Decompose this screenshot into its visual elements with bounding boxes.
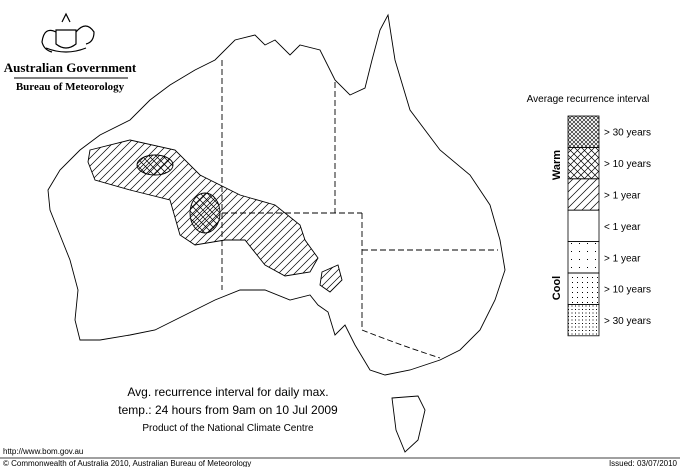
legend: > 30 years > 10 years > 1 year < 1 year > 1 … (567, 115, 651, 337)
caption-line: temp.: 24 hours from 9am on 10 Jul 2009 (118, 403, 338, 417)
legend-cool-label: Cool (551, 276, 563, 300)
state-borders (221, 60, 498, 359)
legend-swatch (567, 115, 600, 148)
legend-swatch (567, 272, 600, 305)
legend-swatch (567, 178, 600, 211)
legend-item-label: > 1 year (604, 253, 641, 264)
footer-issued: Issued: 03/07/2010 (609, 459, 678, 467)
legend-item-label: > 1 year (604, 191, 641, 202)
mainland-outline (47, 13, 506, 376)
legend-swatch (567, 209, 600, 242)
legend-swatch (567, 303, 600, 337)
footer-url: http://www.bom.gov.au (3, 447, 83, 456)
anomaly-region-warm-small (319, 264, 343, 293)
legend-item-label: > 30 years (604, 128, 651, 139)
legend-item-label: > 10 years (604, 159, 651, 170)
anomaly-region-very-warm (136, 154, 174, 176)
australia-map (47, 13, 506, 453)
legend-swatch (567, 146, 600, 180)
header-title: Australian Government (4, 60, 137, 75)
coat-of-arms (41, 12, 95, 53)
footer-copyright: © Commonwealth of Australia 2010, Austra… (3, 459, 251, 467)
legend-item-label: > 30 years (604, 316, 651, 327)
legend-warm-label: Warm (551, 150, 563, 180)
header-subtitle: Bureau of Meteorology (16, 81, 125, 93)
legend-swatch (567, 241, 600, 274)
caption-line: Avg. recurrence interval for daily max. (127, 385, 328, 399)
legend-item-label: < 1 year (604, 222, 641, 233)
legend-item-label: > 10 years (604, 285, 651, 296)
tasmania-outline (391, 395, 426, 453)
anomaly-region-very-warm (189, 192, 221, 234)
legend-title: Average recurrence interval (527, 94, 650, 105)
caption-product: Product of the National Climate Centre (142, 423, 314, 434)
